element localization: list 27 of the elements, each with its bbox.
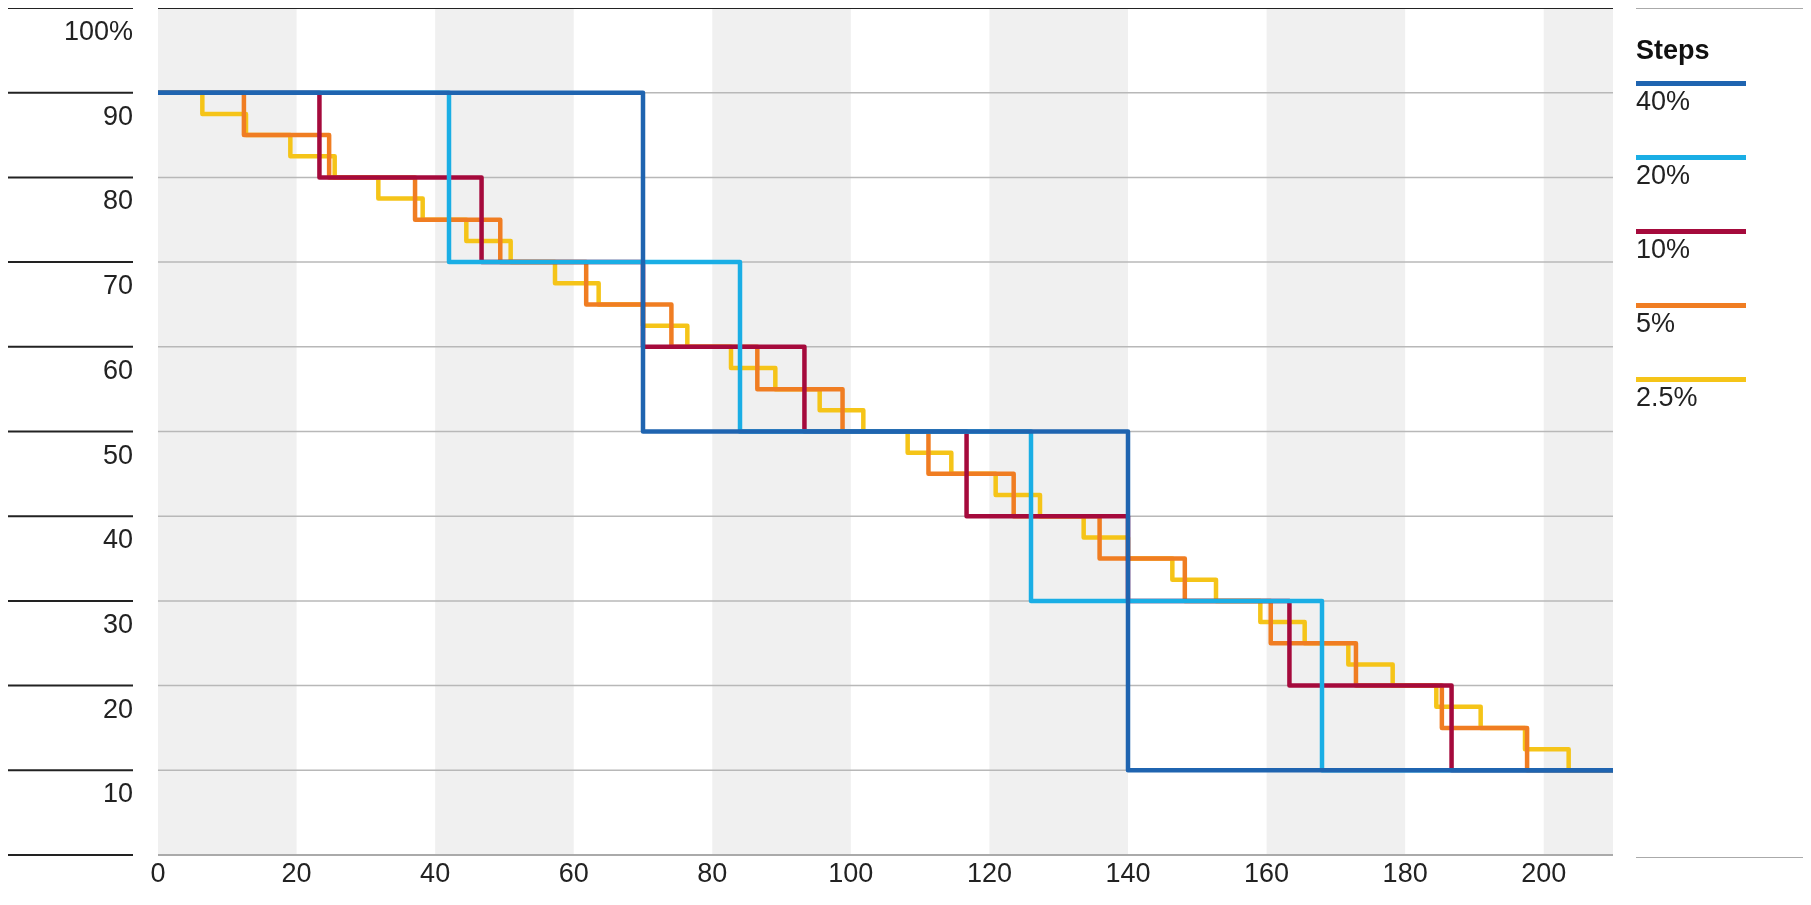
x-tick-label: 140 bbox=[1105, 858, 1151, 889]
y-tick-label: 50 bbox=[102, 439, 133, 470]
legend-label: 2.5% bbox=[1636, 382, 1699, 412]
x-tick-label: 160 bbox=[1244, 858, 1290, 889]
x-tick-label: 20 bbox=[281, 858, 312, 889]
x-tick-label: 40 bbox=[420, 858, 451, 889]
y-tick-label: 40 bbox=[102, 524, 133, 555]
legend-label: 20% bbox=[1636, 160, 1692, 190]
y-tick-label: 100% bbox=[63, 16, 133, 46]
x-tick-label: 60 bbox=[558, 858, 589, 889]
x-tick-label: 200 bbox=[1521, 858, 1567, 889]
x-tick-label: 80 bbox=[697, 858, 728, 889]
y-tick-label: 80 bbox=[102, 185, 133, 216]
legend-title: Steps bbox=[1636, 35, 1711, 67]
y-tick-label: 90 bbox=[102, 100, 133, 131]
y-tick-label: 20 bbox=[102, 693, 133, 724]
y-tick-label: 10 bbox=[102, 778, 133, 809]
legend-label: 5% bbox=[1636, 308, 1677, 338]
y-tick-label: 60 bbox=[102, 354, 133, 385]
x-tick-label: 0 bbox=[150, 858, 166, 889]
legend-label: 40% bbox=[1636, 86, 1692, 116]
legend-label: 10% bbox=[1636, 234, 1692, 264]
y-tick-label: 30 bbox=[102, 608, 133, 639]
x-tick-label: 100 bbox=[828, 858, 874, 889]
x-tick-label: 180 bbox=[1382, 858, 1428, 889]
x-tick-label: 120 bbox=[966, 858, 1012, 889]
y-tick-label: 70 bbox=[102, 270, 133, 301]
